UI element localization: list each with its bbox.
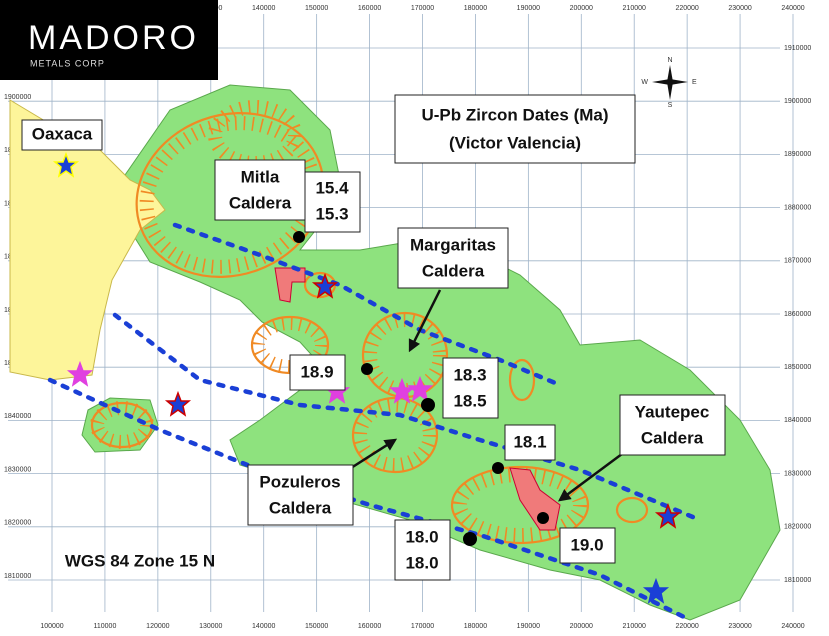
- date-label: 15.3: [315, 204, 348, 223]
- easting-label: 190000: [517, 5, 540, 12]
- caldera-kind: Caldera: [641, 428, 704, 447]
- easting-label: 240000: [781, 5, 804, 12]
- date-label: 18.0: [405, 553, 438, 572]
- easting-label: 120000: [146, 623, 169, 630]
- northing-label: 1830000: [4, 466, 31, 473]
- place-box: [21, 119, 103, 151]
- date-box: [442, 357, 499, 419]
- projection: WGS 84 Zone 15 N: [65, 551, 215, 570]
- easting-label: 170000: [411, 5, 434, 12]
- date-box: [394, 519, 451, 581]
- sample-points: [293, 231, 549, 546]
- northing-label: 1870000: [784, 258, 811, 265]
- caldera-name: Margaritas: [410, 235, 496, 254]
- easting-label: 210000: [623, 5, 646, 12]
- place-label: Oaxaca: [32, 124, 93, 143]
- caldera-kind: Caldera: [422, 261, 485, 280]
- caldera-name: Pozuleros: [259, 472, 340, 491]
- caldera-kind: Caldera: [229, 193, 292, 212]
- northing-label: 1900000: [4, 94, 31, 101]
- logo-name: MADORO: [28, 19, 199, 57]
- easting-label: 180000: [464, 5, 487, 12]
- easting-label: 230000: [728, 623, 751, 630]
- date-label: 19.0: [570, 535, 603, 554]
- date-label: 18.0: [405, 527, 438, 546]
- logo: MADORO METALS CORP: [0, 0, 218, 80]
- easting-label: 210000: [623, 623, 646, 630]
- easting-label: 160000: [358, 623, 381, 630]
- northing-label: 1820000: [4, 520, 31, 527]
- easting-label: 140000: [252, 623, 275, 630]
- easting-label: 140000: [252, 5, 275, 12]
- easting-label: 200000: [570, 5, 593, 12]
- compass-label: W: [641, 79, 648, 86]
- trend-lines: [47, 222, 703, 623]
- easting-label: 150000: [305, 5, 328, 12]
- caldera-name: Mitla: [241, 167, 280, 186]
- northing-label: 1890000: [784, 151, 811, 158]
- northing-label: 1830000: [784, 470, 811, 477]
- easting-label: 240000: [781, 623, 804, 630]
- calderas: [90, 100, 649, 545]
- date-label: 18.3: [453, 365, 486, 384]
- date-box: [289, 354, 346, 391]
- caldera-kind: Caldera: [269, 498, 332, 517]
- easting-label: 220000: [675, 5, 698, 12]
- title: U-Pb Zircon Dates (Ma): [421, 105, 608, 124]
- easting-label: 150000: [305, 623, 328, 630]
- northing-label: 1900000: [784, 98, 811, 105]
- easting-label: 230000: [728, 5, 751, 12]
- easting-label: 220000: [675, 623, 698, 630]
- caldera-name: Yautepec: [635, 402, 710, 421]
- northing-label: 1850000: [784, 364, 811, 371]
- easting-label: 180000: [464, 623, 487, 630]
- compass-label: S: [668, 102, 673, 109]
- date-box: [504, 424, 556, 461]
- compass-label: N: [667, 57, 672, 64]
- northing-label: 1840000: [784, 417, 811, 424]
- date-label: 15.4: [315, 178, 349, 197]
- title-box: U-Pb Zircon Dates (Ma) (Victor Valencia): [394, 94, 636, 164]
- date-label: 18.9: [300, 362, 333, 381]
- caldera-box: [619, 394, 726, 456]
- date-label: 18.1: [513, 432, 546, 451]
- date-box: [304, 171, 361, 233]
- northing-label: 1840000: [4, 413, 31, 420]
- easting-label: 100000: [40, 623, 63, 630]
- northing-label: 1820000: [784, 524, 811, 531]
- caldera-box: [247, 464, 354, 526]
- northing-label: 1880000: [784, 204, 811, 211]
- compass-label: E: [692, 79, 697, 86]
- compass: N E S W: [641, 57, 697, 109]
- caldera-box: [397, 227, 509, 289]
- northing-label: 1860000: [784, 311, 811, 318]
- northing-label: 1810000: [4, 573, 31, 580]
- easting-label: 130000: [199, 623, 222, 630]
- logo-subtitle: METALS CORP: [30, 58, 105, 68]
- date-label: 18.5: [453, 391, 486, 410]
- easting-label: 200000: [570, 623, 593, 630]
- easting-label: 110000: [94, 623, 117, 630]
- date-box: [559, 527, 616, 564]
- subtitle: (Victor Valencia): [449, 133, 581, 152]
- northing-label: 1910000: [784, 45, 811, 52]
- easting-label: 190000: [517, 623, 540, 630]
- intrusive: [274, 267, 306, 303]
- northing-label: 1810000: [784, 577, 811, 584]
- easting-label: 160000: [358, 5, 381, 12]
- caldera-box: [214, 159, 306, 221]
- easting-label: 170000: [411, 623, 434, 630]
